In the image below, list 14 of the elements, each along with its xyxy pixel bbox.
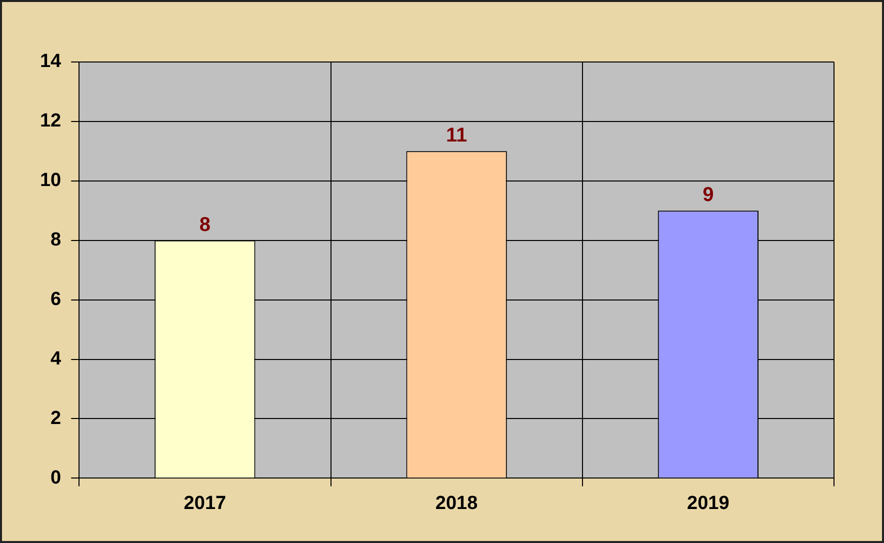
x-tick-label: 2019 <box>687 492 730 514</box>
data-label: 11 <box>446 124 468 147</box>
y-tick-label: 10 <box>40 170 62 192</box>
y-tick-label: 14 <box>40 51 62 72</box>
y-tick-label: 8 <box>50 230 62 251</box>
y-tick-label: 6 <box>50 289 62 310</box>
x-tick-label: 2017 <box>184 492 226 514</box>
y-tick-label: 12 <box>40 110 62 132</box>
y-tick-label: 4 <box>50 348 62 370</box>
x-tick-label: 2018 <box>435 492 478 514</box>
y-tick-label: 2 <box>50 408 62 429</box>
y-tick-label: 0 <box>50 467 62 488</box>
data-label: 9 <box>702 184 714 206</box>
data-label: 8 <box>199 214 211 236</box>
